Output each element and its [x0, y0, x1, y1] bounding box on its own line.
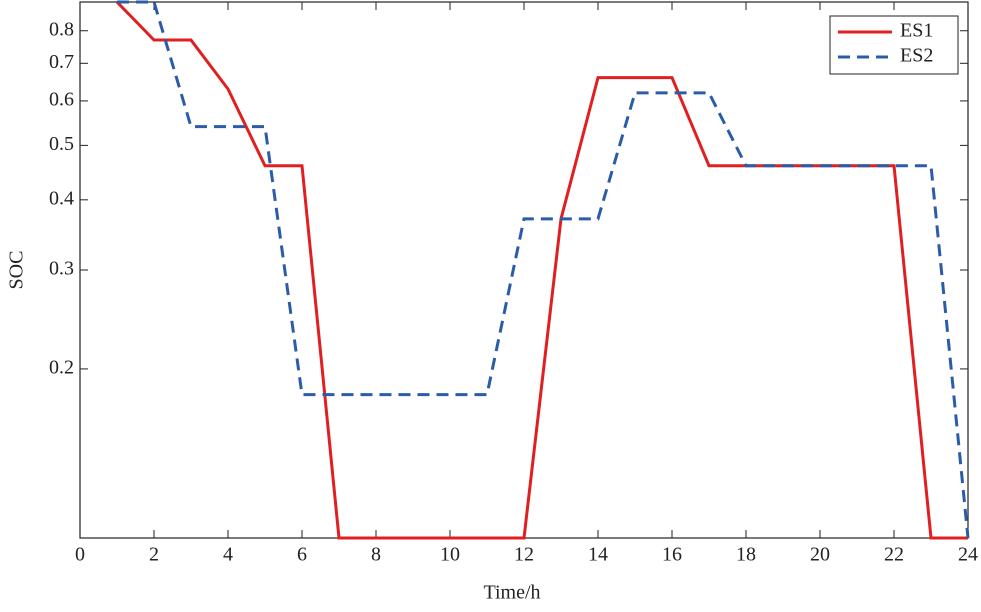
- y-tick-label: 0.2: [49, 357, 74, 379]
- y-tick-label: 0.3: [49, 258, 74, 280]
- legend-box: [829, 15, 959, 75]
- x-tick-label: 14: [588, 544, 608, 566]
- x-tick-label: 4: [223, 544, 233, 566]
- x-tick-label: 2: [149, 544, 159, 566]
- x-tick-label: 24: [958, 544, 978, 566]
- y-tick-label: 0.8: [49, 18, 74, 40]
- x-tick-label: 10: [440, 544, 460, 566]
- x-tick-label: 20: [810, 544, 830, 566]
- x-tick-label: 18: [736, 544, 756, 566]
- legend-label: ES1: [900, 20, 933, 42]
- y-tick-label: 0.5: [49, 133, 74, 155]
- y-tick-label: 0.6: [49, 89, 74, 111]
- plot-frame: [79, 1, 969, 539]
- y-axis-label: SOC: [6, 251, 28, 290]
- x-axis-label: Time/h: [483, 582, 540, 604]
- x-tick-label: 12: [514, 544, 534, 566]
- x-tick-label: 16: [662, 544, 682, 566]
- x-tick-label: 8: [371, 544, 381, 566]
- y-tick-label: 0.4: [49, 187, 74, 209]
- series-line: [115, 0, 968, 540]
- legend-label: ES2: [900, 45, 933, 67]
- series-line: [117, 0, 970, 539]
- x-tick-label: 0: [75, 544, 85, 566]
- x-tick-label: 6: [297, 544, 307, 566]
- x-tick-label: 22: [884, 544, 904, 566]
- y-tick-label: 0.7: [49, 51, 74, 73]
